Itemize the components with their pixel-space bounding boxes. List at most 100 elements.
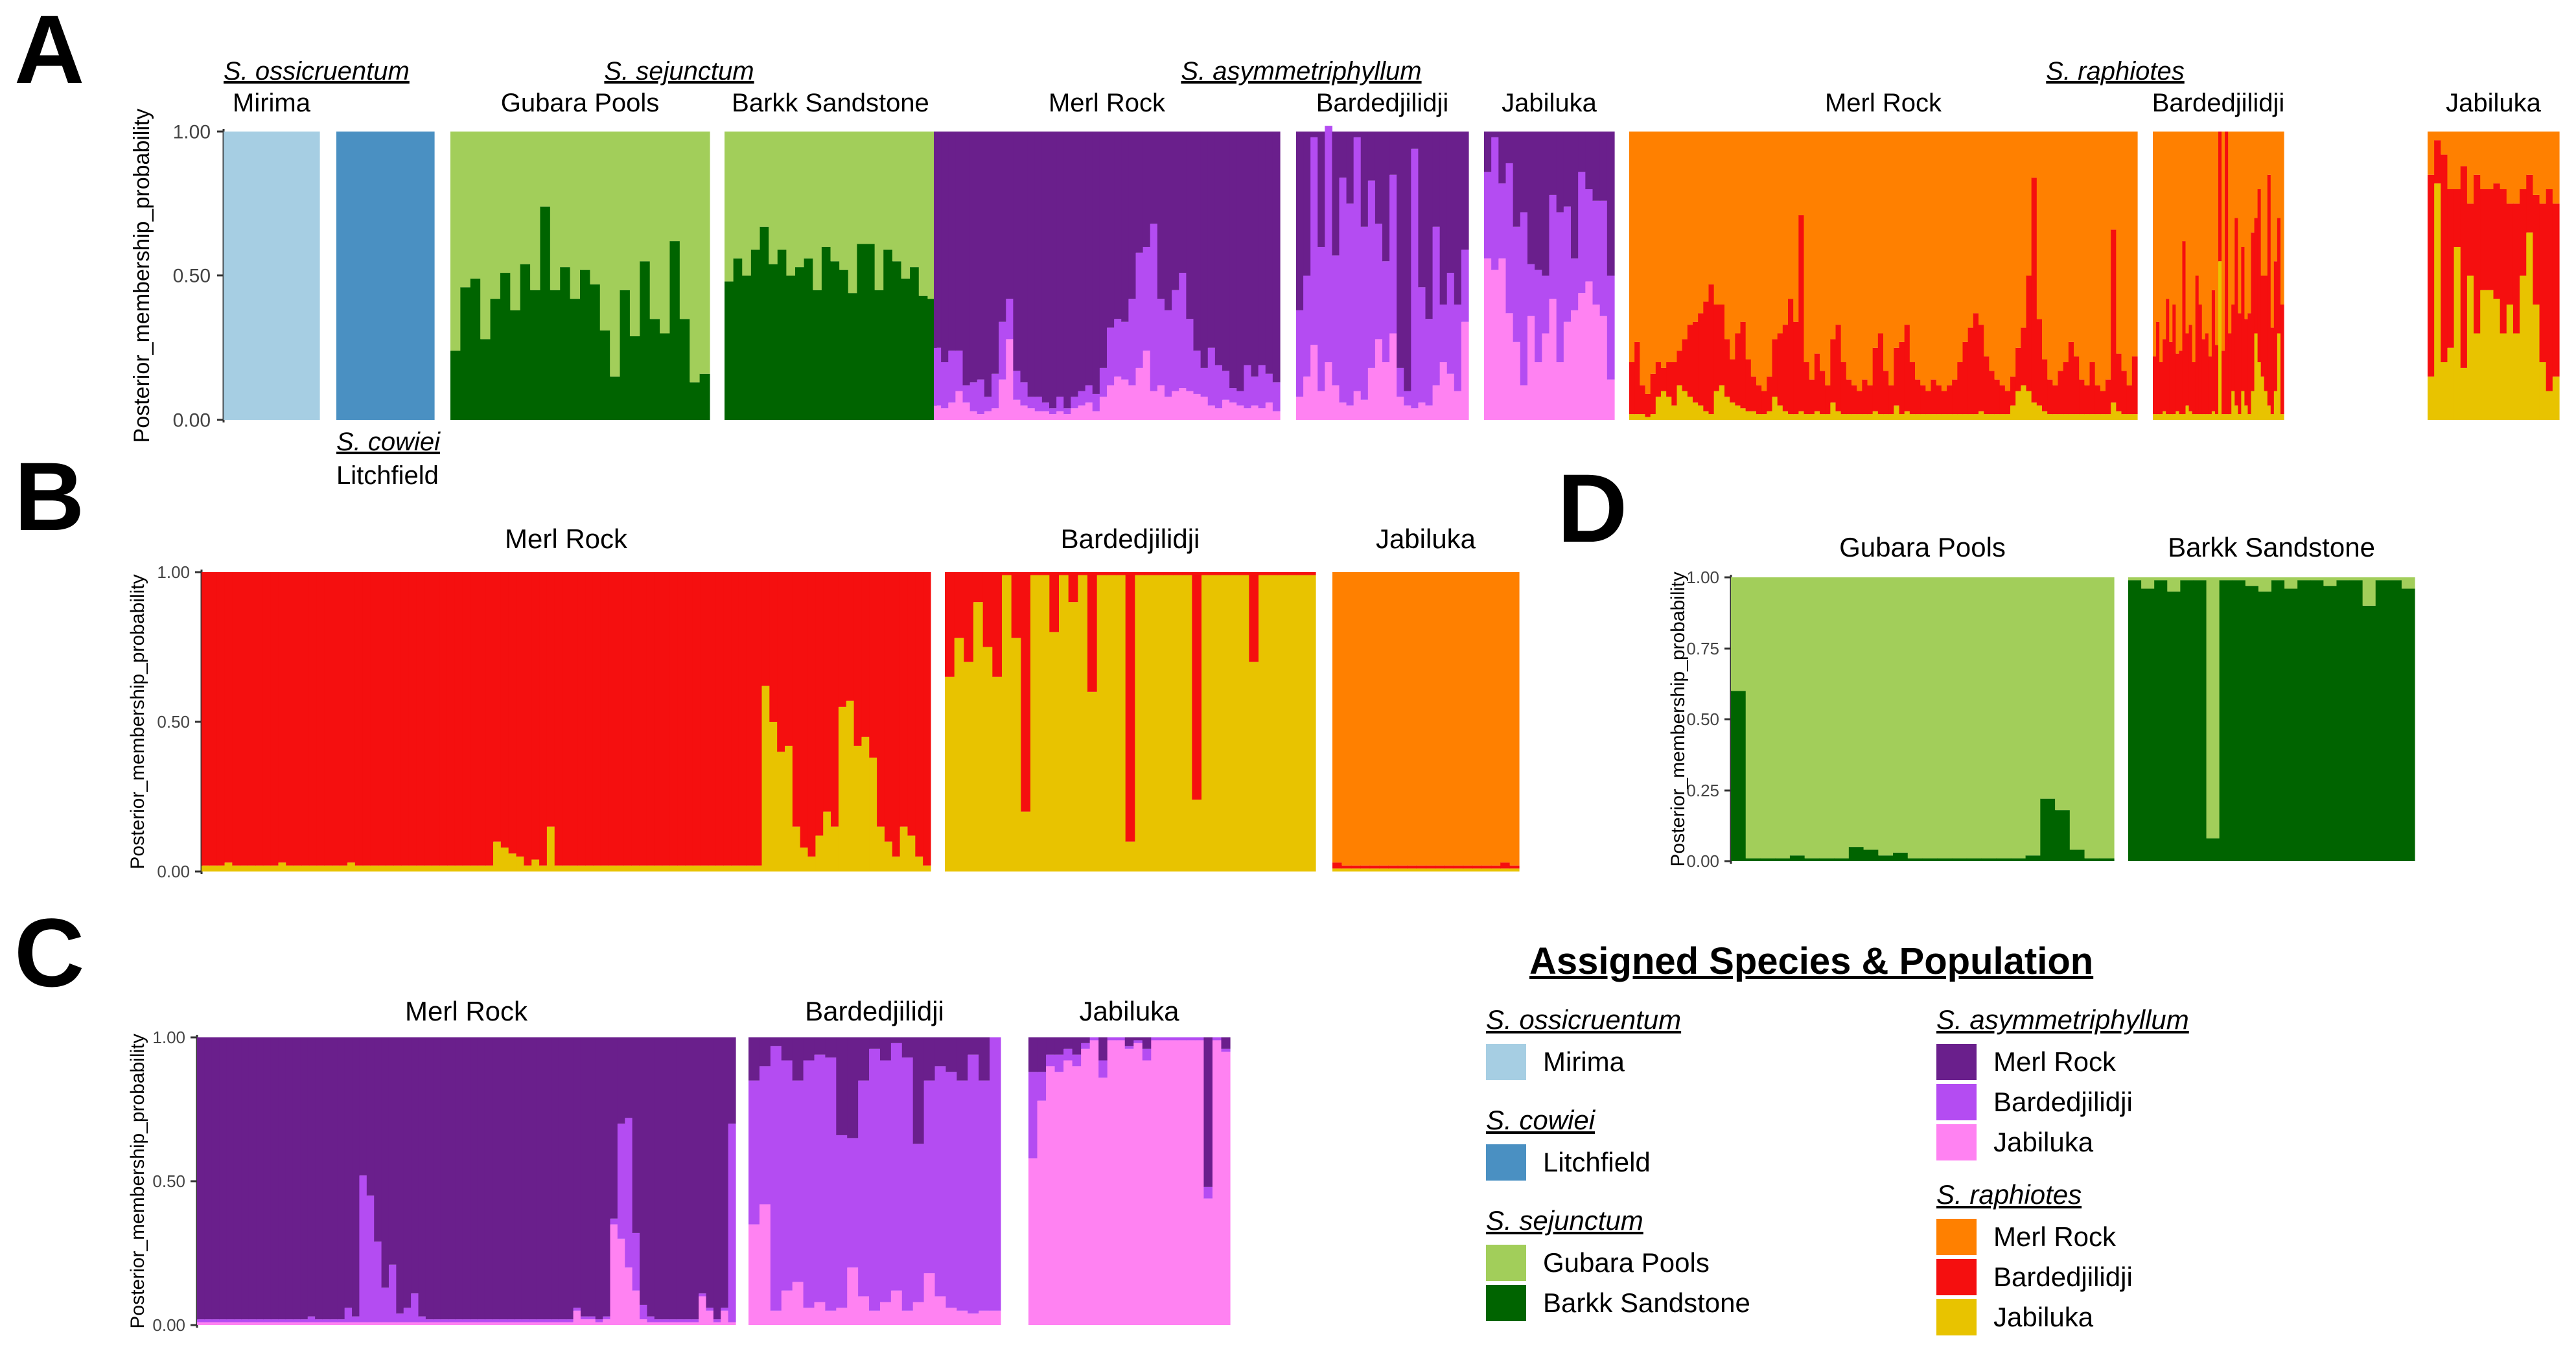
bar-segment <box>731 865 739 871</box>
bar-segment <box>1369 865 1380 869</box>
bar-segment <box>2141 588 2155 861</box>
bar-segment <box>520 132 531 264</box>
bar-segment <box>2004 132 2011 391</box>
bar-segment <box>1059 575 1069 871</box>
bar-segment <box>307 1322 316 1325</box>
bar-segment <box>588 1319 596 1325</box>
bar-segment <box>2506 305 2514 420</box>
bar-segment <box>344 1037 353 1308</box>
bar-segment <box>1978 132 1984 325</box>
bar-segment <box>1788 414 1794 420</box>
bar-group <box>945 572 1316 871</box>
bar-segment <box>1505 163 1514 314</box>
bar-segment <box>1472 865 1482 869</box>
bar-segment <box>2520 275 2527 420</box>
bar-segment <box>1404 132 1411 391</box>
bar-segment <box>1819 577 1835 859</box>
bar-segment <box>1491 132 1499 137</box>
bar-segment <box>2231 391 2235 420</box>
bar-segment <box>2179 414 2183 420</box>
bar-segment <box>2074 414 2080 420</box>
bar-segment <box>2218 261 2222 420</box>
bar-segment <box>2185 405 2190 420</box>
bar-segment <box>1750 376 1757 411</box>
bar-segment <box>725 132 734 282</box>
bar-segment <box>2179 351 2183 415</box>
bar-segment <box>1872 347 1879 411</box>
bar-segment <box>2273 261 2278 391</box>
bar-segment <box>508 853 517 871</box>
bar-segment <box>540 206 551 420</box>
bar-segment <box>2180 577 2194 581</box>
bar-segment <box>892 572 901 857</box>
bar-segment <box>692 572 701 866</box>
bar-segment <box>1317 132 1325 247</box>
bar-segment <box>2219 577 2233 581</box>
bar-segment <box>2526 232 2533 420</box>
bar-segment <box>1229 132 1237 389</box>
legend-item: Jabiluka <box>1936 1297 2133 1337</box>
bar-segment <box>1962 132 1969 342</box>
bar-segment <box>1179 273 1187 389</box>
bar-segment <box>1571 258 1579 310</box>
bar-segment <box>713 1037 721 1320</box>
bar-segment <box>1151 1040 1161 1325</box>
population-label: Jabiluka <box>1502 89 1597 117</box>
bar-segment <box>2257 132 2262 189</box>
bar-segment <box>344 1322 353 1325</box>
bar-segment <box>1666 362 1672 397</box>
bar-segment <box>823 811 831 871</box>
y-tick-label: 0.50 <box>1686 710 1719 729</box>
bar-segment <box>1513 132 1521 227</box>
bar-segment <box>2100 391 2106 415</box>
population-label: Merl Rock <box>505 524 628 554</box>
bar-segment <box>388 1322 397 1325</box>
bar-segment <box>2163 339 2166 411</box>
bar-segment <box>307 1037 316 1317</box>
bar-segment <box>1761 391 1767 415</box>
bar-segment <box>654 1322 662 1325</box>
bar-segment <box>1888 414 1894 420</box>
bar-segment <box>2131 132 2138 357</box>
bar-segment <box>728 1037 736 1124</box>
bar-segment <box>2297 580 2311 861</box>
bar-segment <box>1863 577 1879 850</box>
bar-segment <box>1426 572 1435 866</box>
bar-segment <box>923 865 931 871</box>
bar-segment <box>233 1319 242 1322</box>
bar-segment <box>551 1037 559 1320</box>
bar-segment <box>352 1322 360 1325</box>
bar-segment <box>2214 345 2219 415</box>
bar-segment <box>454 572 463 866</box>
bar-segment <box>232 572 240 866</box>
bar-segment <box>2238 414 2242 420</box>
bar-segment <box>386 865 394 871</box>
bar-segment <box>1037 1100 1047 1325</box>
bar-segment <box>1883 414 1889 420</box>
bar-segment <box>1629 132 1635 362</box>
bar-segment <box>1703 132 1710 302</box>
bar-segment <box>2126 414 2133 420</box>
bar-segment <box>344 1308 353 1322</box>
bar-segment <box>2036 132 2043 319</box>
bar-segment <box>1846 132 1852 380</box>
bar-segment <box>955 132 964 351</box>
bar-segment <box>418 1316 426 1322</box>
bar-segment <box>1339 178 1347 403</box>
bar-segment <box>2172 305 2176 415</box>
bar-segment <box>1599 316 1608 420</box>
bar-segment <box>1966 577 1982 859</box>
bar-segment <box>1745 411 1752 420</box>
bar-segment <box>2454 132 2461 189</box>
panel-c: 0.000.501.00Posterior_membership_probabi… <box>127 996 1231 1335</box>
bar-segment <box>2539 362 2547 420</box>
bar-segment <box>1661 132 1667 368</box>
bar-segment <box>1021 572 1031 812</box>
bar-segment <box>2247 414 2252 420</box>
bar-segment <box>654 572 663 866</box>
bar-segment <box>1549 132 1557 195</box>
bar-segment <box>551 1319 559 1322</box>
bar-segment <box>2466 275 2474 420</box>
bar-segment <box>2172 132 2176 305</box>
bar-segment <box>1124 1048 1134 1325</box>
